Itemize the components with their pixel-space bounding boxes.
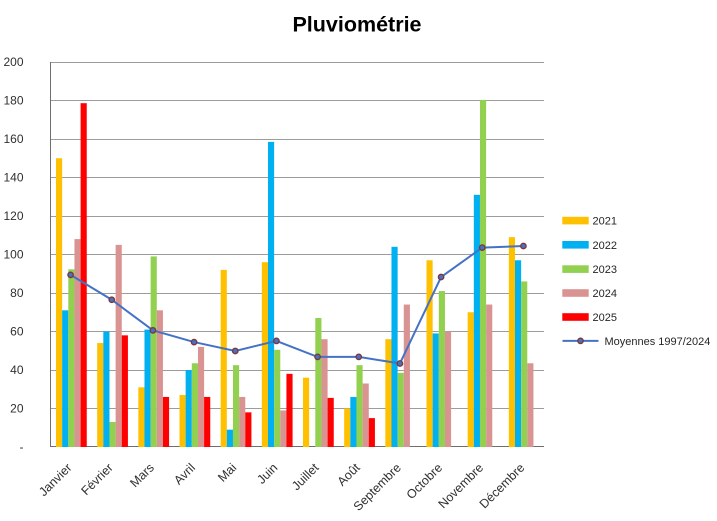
svg-text:80: 80 — [10, 286, 24, 300]
svg-text:20: 20 — [10, 402, 24, 416]
svg-text:Moyennes 1997/2024: Moyennes 1997/2024 — [605, 336, 711, 348]
svg-text:60: 60 — [10, 325, 24, 339]
svg-text:Pluviométrie: Pluviométrie — [292, 13, 421, 37]
svg-text:2023: 2023 — [593, 264, 617, 276]
svg-text:200: 200 — [3, 55, 23, 69]
svg-text:-: - — [20, 440, 24, 454]
svg-text:160: 160 — [3, 132, 23, 146]
svg-text:2024: 2024 — [593, 288, 617, 300]
svg-text:180: 180 — [3, 94, 23, 108]
svg-text:140: 140 — [3, 171, 23, 185]
svg-text:100: 100 — [3, 248, 23, 262]
svg-text:2022: 2022 — [593, 240, 617, 252]
svg-text:2021: 2021 — [593, 216, 617, 228]
svg-text:120: 120 — [3, 209, 23, 223]
svg-text:2025: 2025 — [593, 312, 617, 324]
svg-text:40: 40 — [10, 363, 24, 377]
